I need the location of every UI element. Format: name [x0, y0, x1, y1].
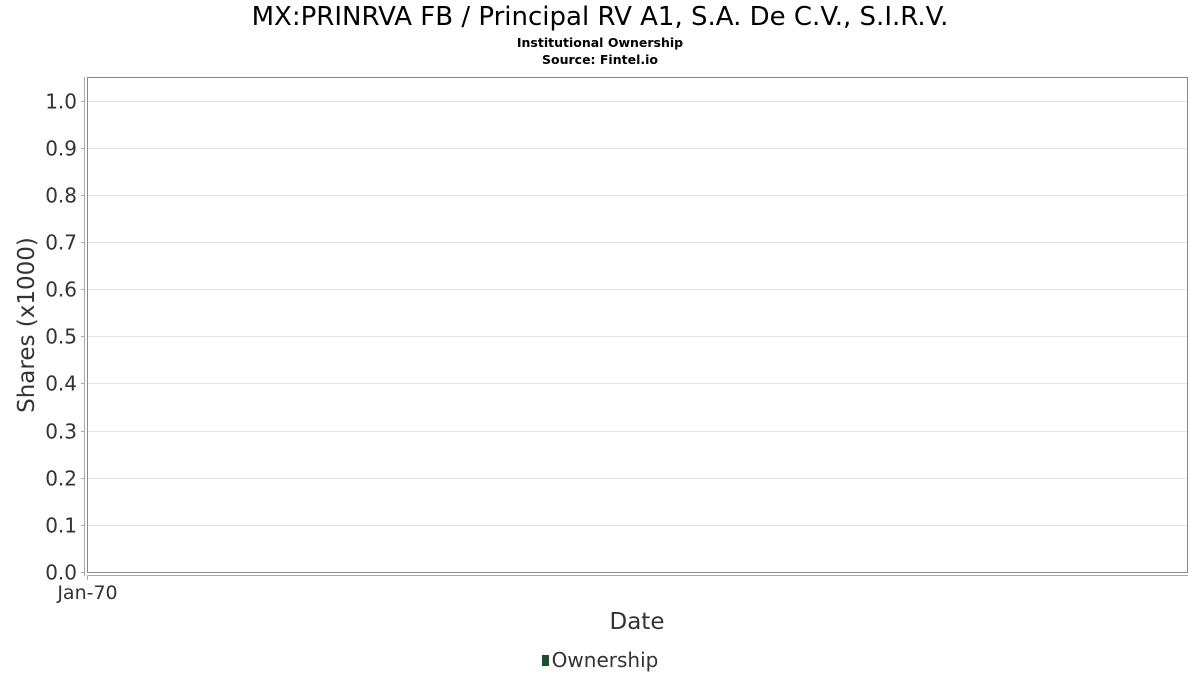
y-tick-label: 0.9 — [45, 137, 77, 161]
legend: Ownership — [0, 648, 1200, 672]
x-axis-label: Date — [610, 609, 665, 635]
x-tick-labels: Jan-70 — [56, 576, 118, 604]
legend-label-ownership: Ownership — [551, 648, 659, 672]
y-tick-labels: 0.0 0.1 0.2 0.3 0.4 0.5 0.6 0.7 0.8 0.9 1.0 — [45, 90, 85, 585]
y-tick-label: 0.3 — [45, 420, 77, 444]
y-tick-label: 0.7 — [45, 231, 77, 255]
x-tick-label: Jan-70 — [56, 582, 117, 604]
y-tick-label: 0.8 — [45, 184, 77, 208]
y-tick-label: 0.1 — [45, 514, 77, 538]
grid-lines — [87, 101, 1188, 526]
legend-swatch-ownership — [541, 655, 549, 666]
y-axis-label: Shares (x1000) — [14, 237, 40, 413]
y-tick-label: 0.6 — [45, 278, 77, 302]
y-tick-label: 0.2 — [45, 467, 77, 491]
y-tick-label: 0.4 — [45, 372, 77, 396]
y-tick-label: 0.0 — [45, 561, 77, 585]
y-tick-label: 1.0 — [45, 90, 77, 114]
chart-title: MX:PRINRVA FB / Principal RV A1, S.A. De… — [251, 2, 949, 32]
y-tick-label: 0.5 — [45, 325, 77, 349]
chart-source: Source: Fintel.io — [542, 52, 658, 67]
chart-subtitle: Institutional Ownership — [516, 35, 684, 50]
plot-area — [87, 77, 1188, 573]
